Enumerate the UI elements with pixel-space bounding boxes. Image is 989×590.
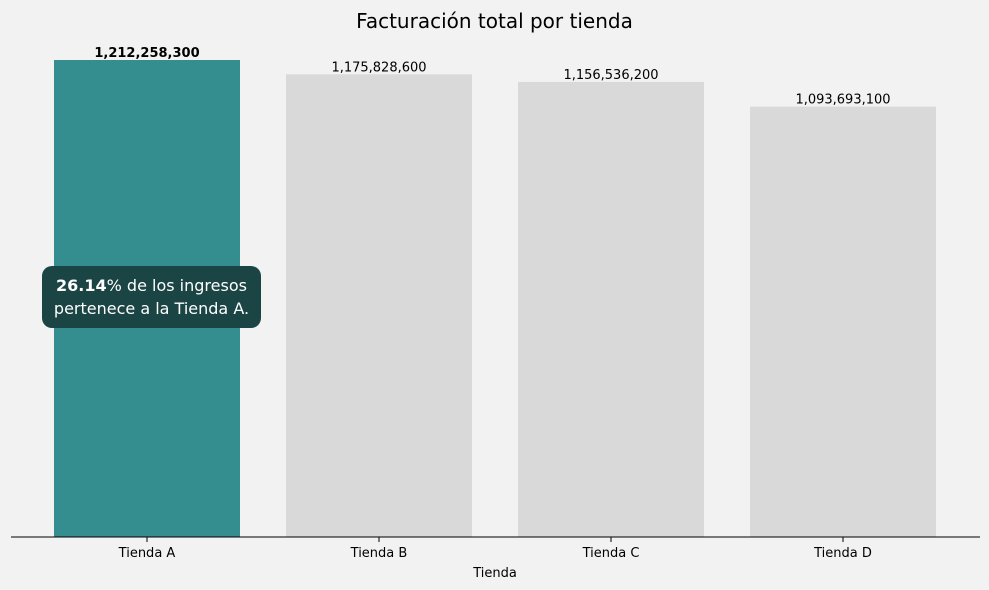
bar-tienda-b (286, 74, 472, 537)
annotation-percent: 26.14 (56, 276, 107, 295)
x-axis-label: Tienda (472, 566, 517, 581)
x-tick-label: Tienda C (582, 546, 640, 561)
data-label: 1,212,258,300 (94, 46, 199, 61)
annotation-text-line1: % de los ingresos (106, 276, 247, 295)
x-ticks-group: Tienda A Tienda B Tienda C Tienda D (118, 537, 872, 561)
annotation-box: 26.14% de los ingresos pertenece a la Ti… (42, 266, 261, 328)
x-tick-label: Tienda A (118, 546, 176, 561)
x-tick-label: Tienda B (350, 546, 408, 561)
bar-tienda-c (518, 81, 704, 537)
chart-title: Facturación total por tienda (356, 9, 633, 33)
bar-tienda-d (750, 106, 936, 538)
data-label: 1,175,828,600 (331, 60, 426, 75)
annotation-text-line2: pertenece a la Tienda A. (53, 299, 250, 318)
x-tick-label: Tienda D (813, 546, 872, 561)
data-label: 1,156,536,200 (563, 68, 658, 83)
data-label: 1,093,693,100 (795, 93, 890, 108)
